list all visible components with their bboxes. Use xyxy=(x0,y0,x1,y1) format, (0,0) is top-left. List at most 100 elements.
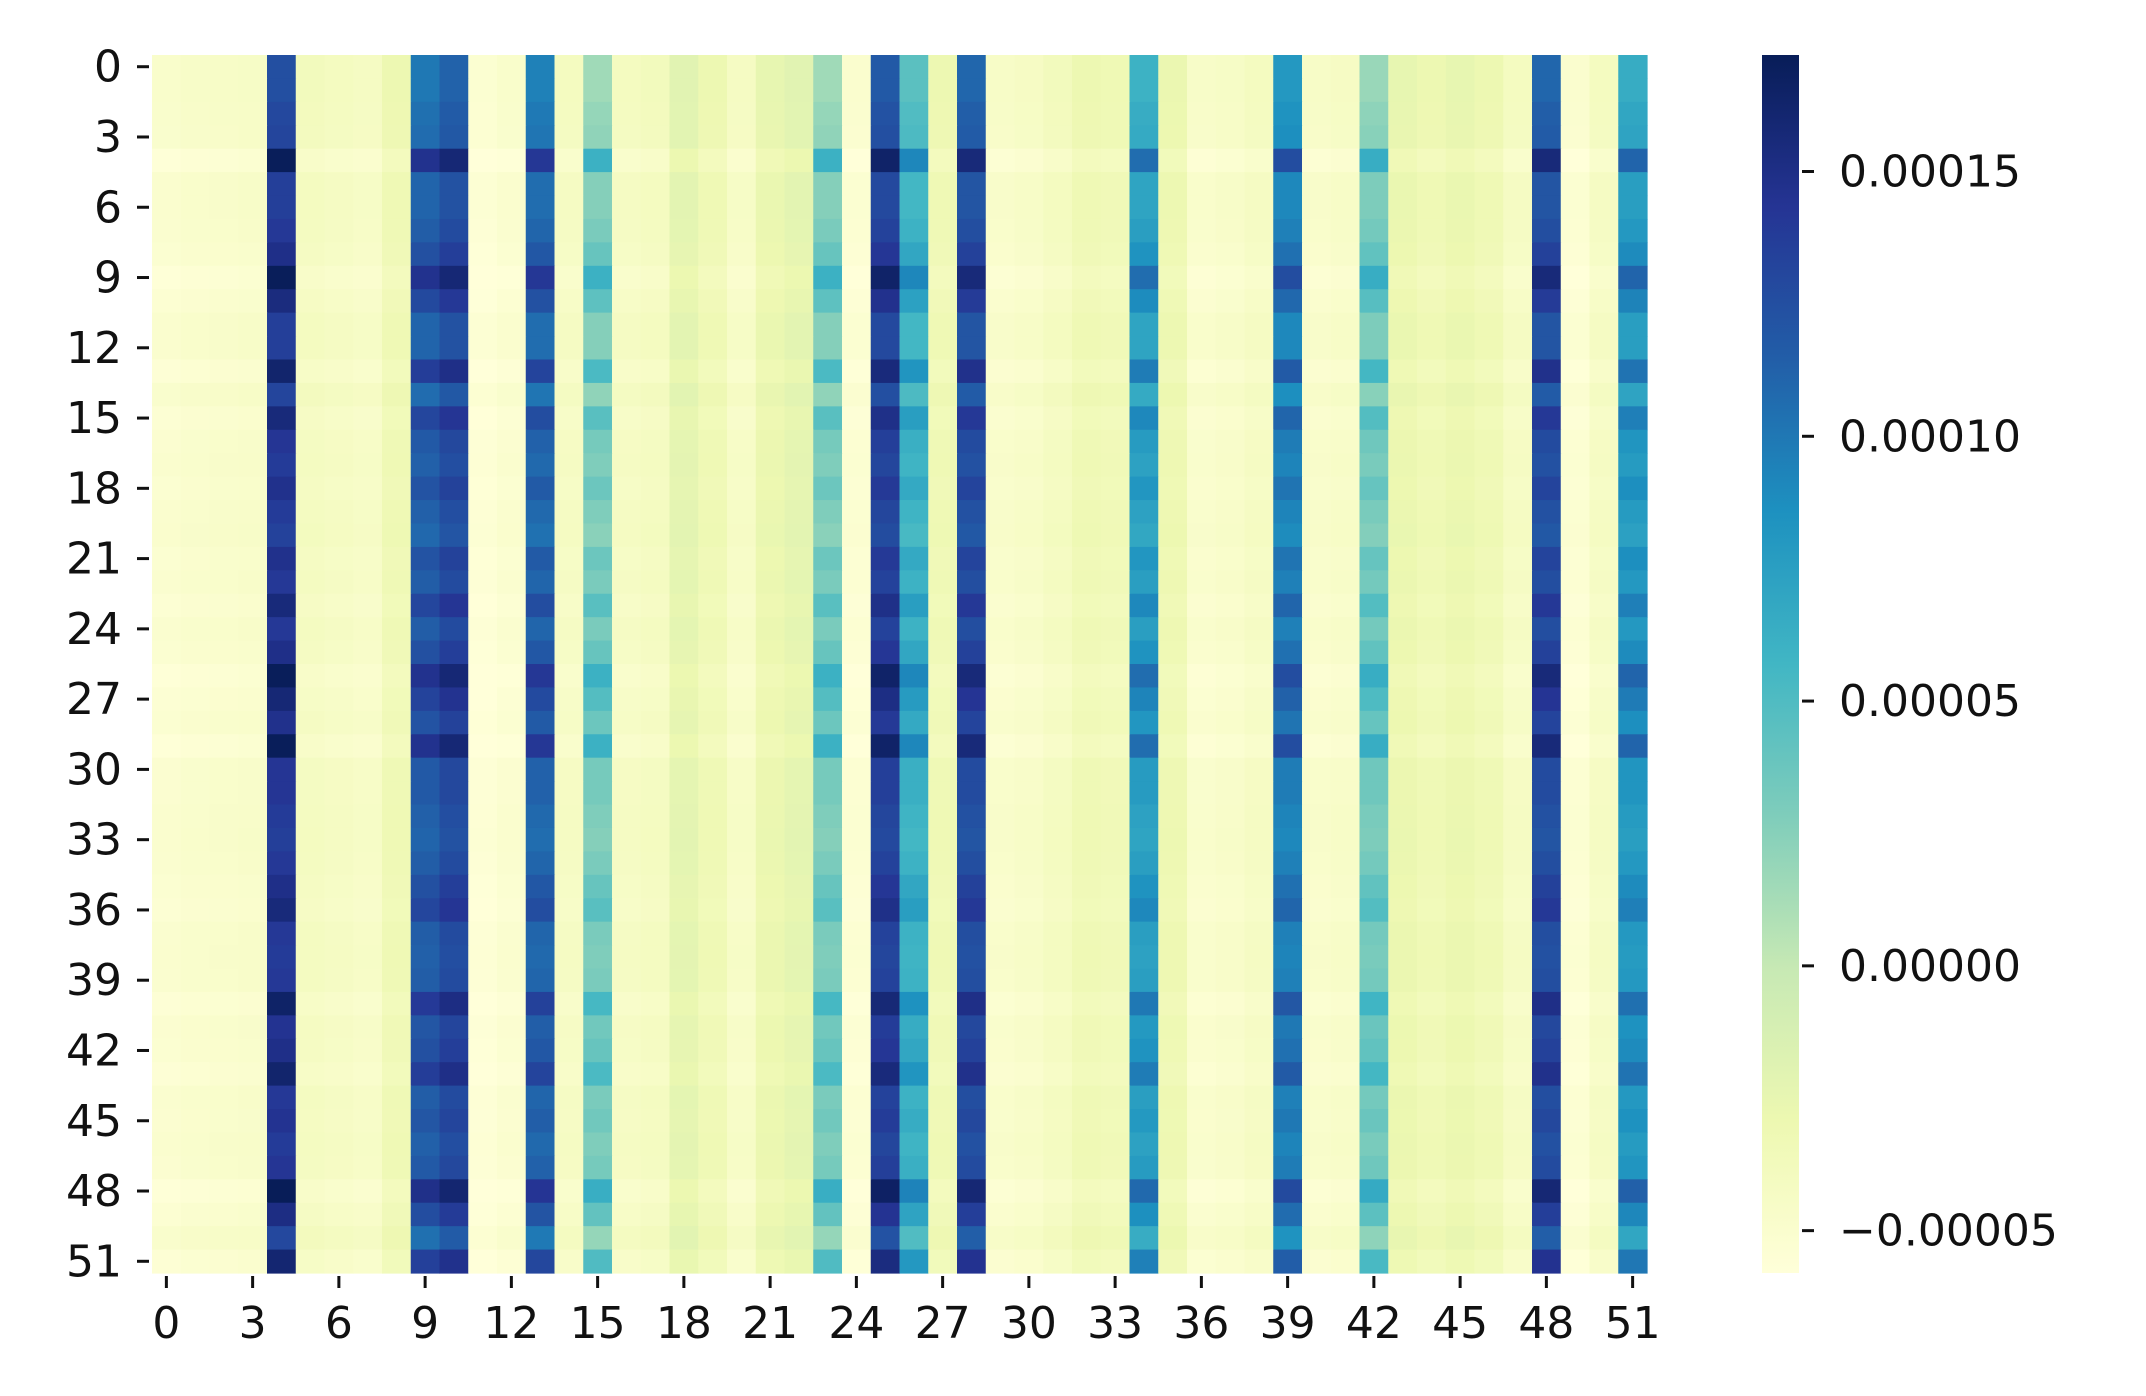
heatmap-cell xyxy=(784,921,814,946)
heatmap-cell xyxy=(985,500,1016,525)
heatmap-cell xyxy=(813,593,843,618)
heatmap-cell xyxy=(842,289,872,314)
heatmap-cell xyxy=(1072,827,1102,852)
heatmap-cell xyxy=(1302,476,1332,501)
heatmap-cell xyxy=(755,1155,786,1180)
heatmap-cell xyxy=(727,945,757,970)
heatmap-cell xyxy=(1532,195,1562,220)
heatmap-cell xyxy=(928,500,958,525)
heatmap-cell xyxy=(1072,1226,1102,1251)
heatmap-cell xyxy=(583,851,613,876)
heatmap-cell xyxy=(1244,523,1274,548)
heatmap-cell xyxy=(1014,406,1044,431)
heatmap-cell xyxy=(612,968,642,993)
heatmap-cell xyxy=(324,734,354,759)
heatmap-cell xyxy=(1359,242,1389,267)
heatmap-cell xyxy=(583,500,613,525)
heatmap-cell xyxy=(583,336,613,361)
heatmap-cell xyxy=(1100,265,1131,290)
heatmap-cell xyxy=(640,78,671,103)
heatmap-cell xyxy=(957,1038,987,1063)
heatmap-cell xyxy=(1474,617,1504,642)
heatmap-cell xyxy=(1158,570,1188,595)
heatmap-cell xyxy=(813,1179,843,1204)
heatmap-cell xyxy=(1445,1226,1476,1251)
heatmap-cell xyxy=(870,1202,901,1227)
heatmap-cell xyxy=(1417,1179,1447,1204)
heatmap-cell xyxy=(439,757,469,782)
heatmap-cell xyxy=(382,968,412,993)
heatmap-cell xyxy=(1187,757,1217,782)
heatmap-cell xyxy=(410,125,441,150)
heatmap-cell xyxy=(1474,406,1504,431)
heatmap-cell xyxy=(267,827,297,852)
heatmap-cell xyxy=(1532,242,1562,267)
heatmap-cell xyxy=(1187,874,1217,899)
heatmap-cell xyxy=(640,1038,671,1063)
heatmap-cell xyxy=(324,781,354,806)
heatmap-cell xyxy=(640,851,671,876)
heatmap-cell xyxy=(468,781,498,806)
heatmap-cell xyxy=(669,148,699,173)
heatmap-cell xyxy=(640,195,671,220)
heatmap-cell xyxy=(1302,101,1332,126)
heatmap-cell xyxy=(1014,242,1044,267)
heatmap-cell xyxy=(267,125,297,150)
heatmap-cell xyxy=(727,101,757,126)
heatmap-cell xyxy=(612,242,642,267)
heatmap-cell xyxy=(180,687,211,712)
heatmap-cell xyxy=(727,921,757,946)
heatmap-cell xyxy=(957,382,987,407)
x-tick-label: 12 xyxy=(483,1298,539,1349)
heatmap-cell xyxy=(1072,664,1102,689)
heatmap-cell xyxy=(669,218,699,243)
heatmap-cell xyxy=(554,1202,584,1227)
heatmap-cell xyxy=(928,429,958,454)
heatmap-cell xyxy=(324,570,354,595)
heatmap-cell xyxy=(669,1179,699,1204)
heatmap-cell xyxy=(554,664,584,689)
heatmap-cell xyxy=(1273,804,1303,829)
heatmap-cell xyxy=(1273,336,1303,361)
heatmap-cell xyxy=(640,1109,671,1134)
heatmap-cell xyxy=(1302,242,1332,267)
heatmap-cell xyxy=(1302,593,1332,618)
heatmap-cell xyxy=(612,101,642,126)
heatmap-cell xyxy=(985,218,1016,243)
heatmap-cell xyxy=(1330,148,1361,173)
heatmap-cell xyxy=(1474,242,1504,267)
heatmap-cell xyxy=(1129,804,1159,829)
heatmap-cell xyxy=(1072,336,1102,361)
heatmap-cell xyxy=(755,546,786,571)
heatmap-cell xyxy=(1474,921,1504,946)
heatmap-cell xyxy=(209,289,239,314)
heatmap-cell xyxy=(755,1202,786,1227)
heatmap-cell xyxy=(813,125,843,150)
heatmap-cell xyxy=(899,570,929,595)
heatmap-cell xyxy=(410,757,441,782)
heatmap-cell xyxy=(382,1085,412,1110)
heatmap-cell xyxy=(727,242,757,267)
heatmap-cell xyxy=(899,1085,929,1110)
heatmap-cell xyxy=(899,710,929,735)
heatmap-cell xyxy=(1100,1202,1131,1227)
heatmap-cell xyxy=(813,781,843,806)
heatmap-cell xyxy=(468,968,498,993)
heatmap-cell xyxy=(324,945,354,970)
heatmap-cell xyxy=(468,55,498,80)
heatmap-cell xyxy=(813,617,843,642)
heatmap-cell xyxy=(1187,851,1217,876)
heatmap-cell xyxy=(525,289,556,314)
heatmap-cell xyxy=(1043,570,1073,595)
heatmap-cell xyxy=(985,827,1016,852)
heatmap-cell xyxy=(1560,312,1591,337)
heatmap-cell xyxy=(1532,664,1562,689)
heatmap-cell xyxy=(1330,921,1361,946)
heatmap-cell xyxy=(1129,523,1159,548)
heatmap-cell xyxy=(1187,172,1217,197)
heatmap-cell xyxy=(870,1085,901,1110)
heatmap-cell xyxy=(1589,1226,1619,1251)
heatmap-cell xyxy=(324,851,354,876)
heatmap-cell xyxy=(525,453,556,478)
heatmap-cell xyxy=(180,1155,211,1180)
